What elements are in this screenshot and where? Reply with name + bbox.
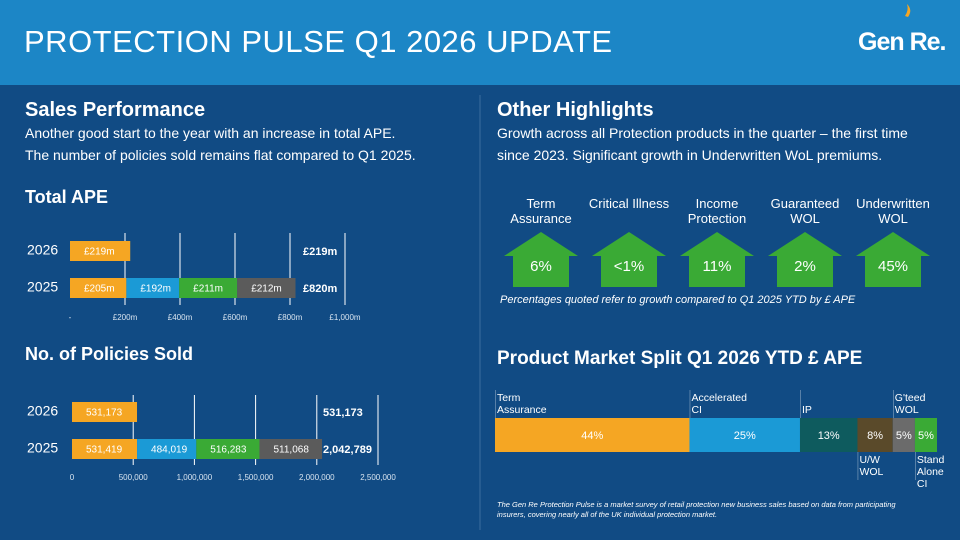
x-tick-label: 0 [70,473,75,482]
description: Growth across all Protection products in… [497,125,908,141]
split-segment [857,418,893,452]
product-label: Guaranteed WOL [770,196,840,226]
growth-arrow [504,232,578,287]
section-title: Other Highlights [497,99,654,121]
x-tick-label: - [69,313,72,322]
growth-value: 6% [530,258,552,275]
value-label: 531,419 [86,445,123,456]
split-segment [914,418,937,452]
y-tick-label: 2026 [27,403,58,419]
value-label: £211m [193,284,223,295]
description: since 2023. Significant growth in Underw… [497,147,883,163]
note: Percentages quoted refer to growth compa… [500,294,856,306]
page-title: PROTECTION PULSE Q1 2026 UPDATE [24,24,613,59]
bar-segment [70,241,131,261]
split-segment [495,418,690,452]
growth-value: 45% [878,258,908,275]
chart-title: No. of Policies Sold [25,344,194,364]
product-label: Term Assurance [510,196,572,226]
value-label: 13% [818,430,840,442]
y-tick-label: 2026 [27,242,58,258]
description: Another good start to the year with an i… [25,125,396,141]
header-band [0,0,960,85]
x-tick-label: 1,000,000 [177,473,213,482]
bar-segment [72,439,138,459]
logo-flame [905,4,911,17]
segment-label: G'teed WOL [894,391,926,416]
value-label: 44% [581,430,603,442]
x-tick-label: £400m [168,313,193,322]
value-label: £192m [140,284,171,295]
value-label: 516,283 [210,445,247,456]
total-label: 2,042,789 [323,444,372,456]
split-segment [892,418,915,452]
segment-label: Stand Alone CI [916,454,945,491]
value-label: 25% [734,430,756,442]
growth-arrow [592,232,666,287]
bar-segment [179,278,238,298]
value-label: £205m [84,284,115,295]
product-label: Critical Illness [588,196,670,211]
segment-label: Accelerated CI [691,391,747,416]
x-tick-label: 500,000 [119,473,148,482]
value-label: £212m [251,284,282,295]
segment-label: IP [801,403,812,416]
total-label: £219m [303,246,337,258]
x-tick-label: £200m [113,313,138,322]
value-label: 8% [867,430,883,442]
logo: Gen Re. [858,28,946,56]
x-tick-label: 2,500,000 [360,473,396,482]
split-segment [689,418,800,452]
growth-value: 2% [794,258,816,275]
value-label: 511,068 [273,445,309,456]
split-segment [799,418,858,452]
product-label: Income Protection [687,196,747,226]
x-tick-label: £600m [223,313,248,322]
value-label: £219m [84,247,115,258]
description: The number of policies sold remains flat… [25,147,416,163]
x-tick-label: £800m [278,313,303,322]
x-tick-label: 2,000,000 [299,473,335,482]
y-tick-label: 2025 [27,279,58,295]
x-tick-label: £1,000m [329,313,360,322]
value-label: 5% [896,430,912,442]
bar-segment [237,278,296,298]
total-label: £820m [303,283,337,295]
y-tick-label: 2025 [27,440,58,456]
segment-label: Term Assurance [497,391,547,416]
growth-arrow [680,232,754,287]
growth-value: 11% [703,258,732,275]
product-label: Underwritten WOL [856,196,930,226]
bar-segment [72,402,138,422]
bar-segment [126,278,180,298]
bar-segment [196,439,260,459]
bar-segment [137,439,197,459]
chart-title: Total APE [25,187,109,207]
bar-segment [259,439,323,459]
value-label: 484,019 [151,445,188,456]
growth-arrow [768,232,842,287]
footnote: The Gen Re Protection Pulse is a market … [497,500,896,519]
growth-value: <1% [614,258,644,275]
bar-segment [70,278,127,298]
section-title: Sales Performance [25,99,206,121]
segment-label: U/W WOL [859,454,884,479]
chart-title: Product Market Split Q1 2026 YTD £ APE [497,348,863,369]
total-label: 531,173 [323,407,363,419]
value-label: 5% [918,430,934,442]
x-tick-label: 1,500,000 [238,473,274,482]
growth-arrow [856,232,930,287]
value-label: 531,173 [86,408,123,419]
